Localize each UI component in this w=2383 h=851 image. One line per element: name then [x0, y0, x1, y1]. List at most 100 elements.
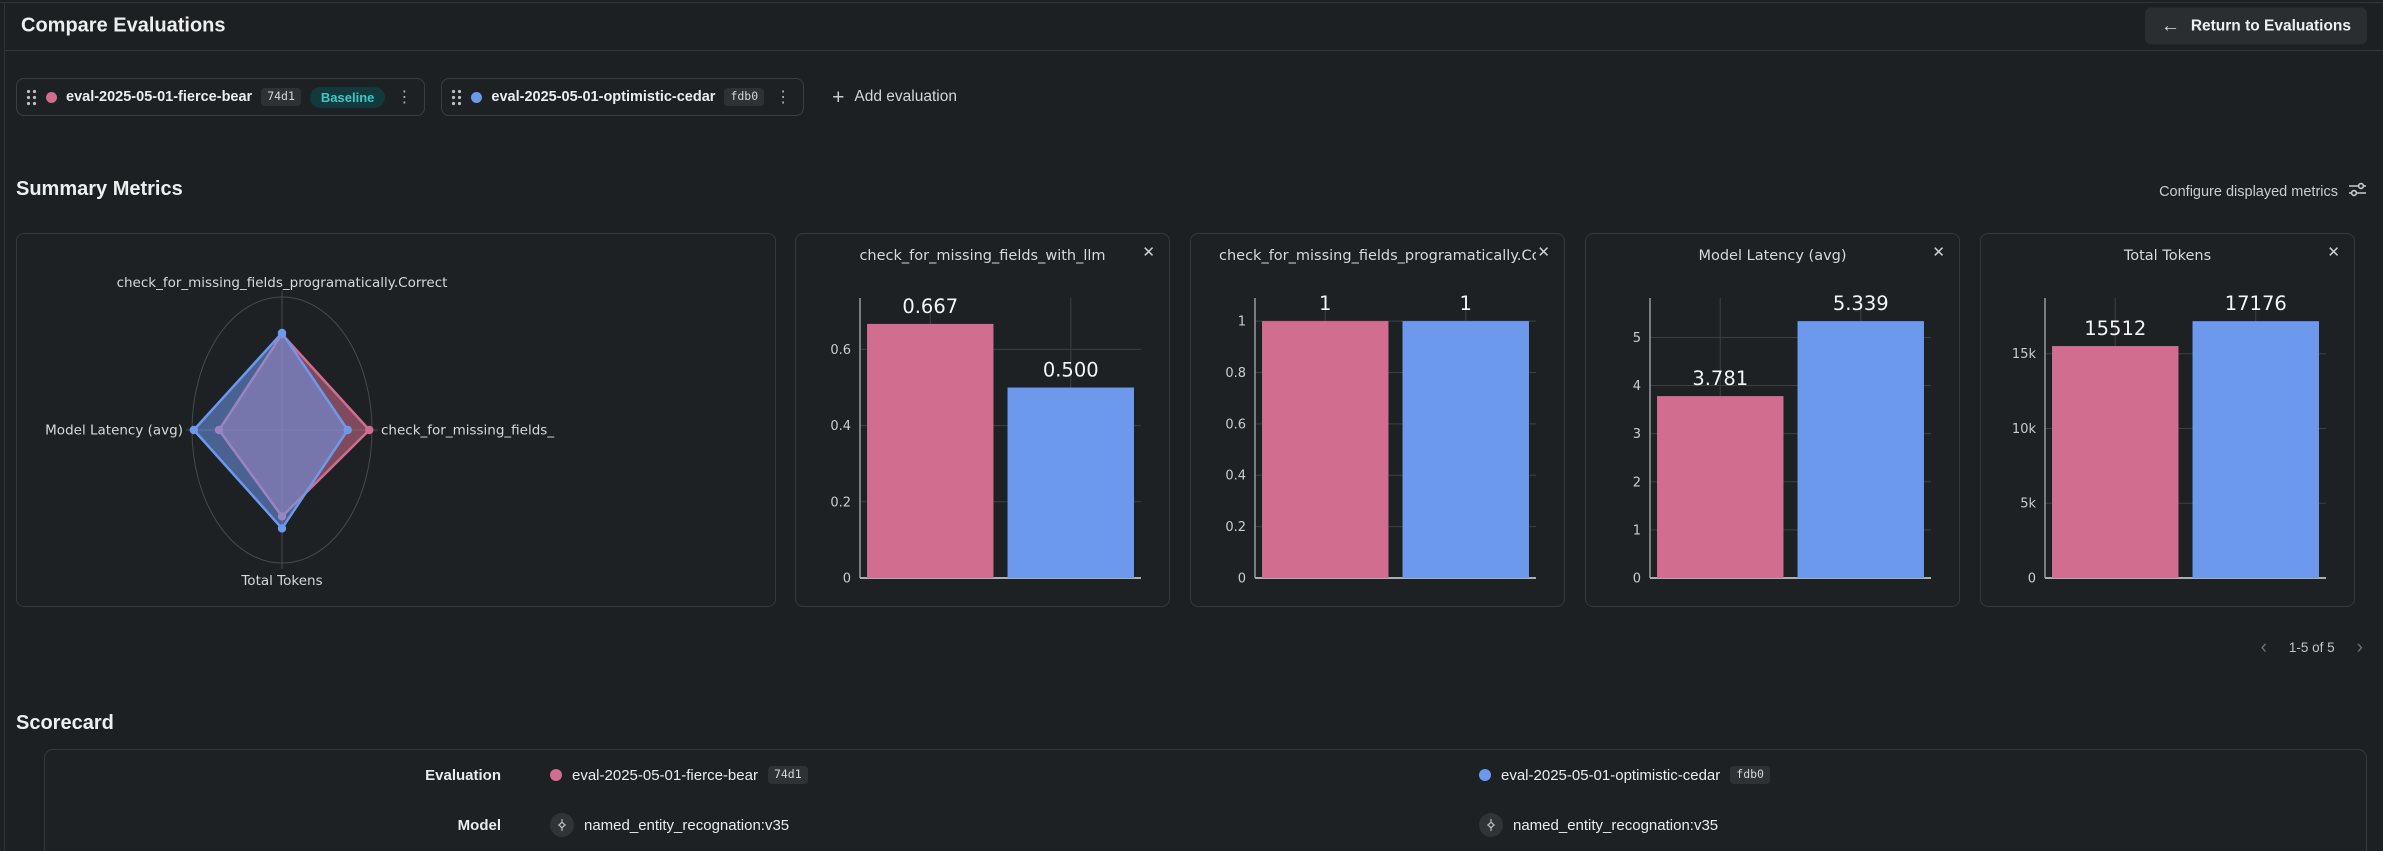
svg-text:0.6: 0.6 [1225, 417, 1246, 432]
evaluation-color-dot [550, 769, 562, 781]
svg-text:0.6: 0.6 [830, 343, 851, 358]
evaluation-color-dot [1479, 769, 1491, 781]
metric-card-check-for-missing-fields-with-llm: ✕ check_for_missing_fields_with_llm 0 0.2… [795, 233, 1170, 607]
svg-text:Model Latency (avg): Model Latency (avg) [45, 423, 183, 439]
model-name[interactable]: named_entity_recognation:v35 [584, 816, 790, 834]
svg-text:1: 1 [1238, 315, 1246, 330]
metric-card-title: check_for_missing_fields_with_llm [859, 248, 1106, 264]
close-icon[interactable]: ✕ [1928, 241, 1949, 264]
return-button-label: Return to Evaluations [2190, 17, 2351, 34]
svg-text:Total Tokens: Total Tokens [240, 573, 322, 589]
configure-metrics-icon [2348, 182, 2367, 201]
svg-text:5.339: 5.339 [1833, 292, 1889, 315]
row-label: Model [457, 816, 501, 834]
svg-text:1: 1 [1633, 523, 1641, 538]
evaluation-chip-baseline[interactable]: eval-2025-05-01-fierce-bear 74d1 Baselin… [16, 78, 426, 116]
svg-text:check_for_missing_fields_progr: check_for_missing_fields_programatically… [117, 275, 448, 291]
svg-text:2: 2 [1633, 475, 1641, 490]
svg-text:0.667: 0.667 [902, 295, 958, 318]
scorecard-model-cell: named_entity_recognation:v35 [550, 813, 789, 837]
svg-text:0.2: 0.2 [1225, 520, 1246, 535]
close-icon[interactable]: ✕ [1138, 241, 1159, 264]
svg-text:0: 0 [843, 572, 851, 587]
radar-chart-card: check_for_missing_fields_programatically… [16, 233, 776, 607]
svg-text:0.2: 0.2 [830, 495, 851, 510]
svg-text:1: 1 [1319, 292, 1331, 315]
svg-text:0: 0 [1633, 572, 1641, 587]
evaluation-name: eval-2025-05-01-optimistic-cedar [1501, 766, 1721, 784]
evaluation-id-badge: fdb0 [724, 88, 765, 106]
evaluation-id-badge: 74d1 [261, 88, 301, 106]
summary-metrics-title: Summary Metrics [16, 178, 183, 200]
drag-handle-icon[interactable] [451, 89, 462, 106]
svg-text:0.500: 0.500 [1043, 359, 1099, 382]
scorecard-evaluation-cell: eval-2025-05-01-fierce-bear 74d1 [550, 766, 808, 784]
svg-text:4: 4 [1633, 379, 1641, 394]
svg-text:3.781: 3.781 [1692, 367, 1748, 390]
summary-metrics-cards: check_for_missing_fields_programatically… [0, 233, 2383, 607]
svg-text:5k: 5k [2020, 497, 2036, 512]
svg-text:0.4: 0.4 [1225, 469, 1246, 484]
svg-text:3: 3 [1633, 427, 1641, 442]
svg-text:0.4: 0.4 [830, 419, 851, 434]
close-icon[interactable]: ✕ [2323, 241, 2344, 264]
metric-card-model-latency: ✕ Model Latency (avg) 0 1 2 3 4 5 3.781 5.339 [1585, 233, 1960, 607]
metric-card-total-tokens: ✕ Total Tokens 0 5k 10k 15k 15512 17176 [1980, 233, 2355, 607]
pagination-label: 1-5 of 5 [2288, 640, 2335, 655]
scorecard-evaluation-cell: eval-2025-05-01-optimistic-cedar fdb0 [1479, 766, 1770, 784]
evaluation-color-dot [46, 91, 57, 103]
evaluation-color-dot [471, 91, 483, 103]
svg-text:15512: 15512 [2084, 317, 2146, 340]
model-icon [1479, 813, 1503, 837]
bar-chart: 0 0.2 0.4 0.6 0.8 1 1 1 [1191, 234, 1564, 606]
drag-handle-icon[interactable] [26, 89, 37, 106]
chevron-right-icon[interactable]: › [2353, 636, 2367, 659]
scorecard-title: Scorecard [16, 712, 114, 734]
svg-text:0.8: 0.8 [1225, 366, 1246, 381]
model-name[interactable]: named_entity_recognation:v35 [1513, 816, 1719, 834]
scorecard-row-model: Model named_entity_recognatio [45, 800, 2366, 850]
svg-text:0: 0 [2028, 572, 2036, 587]
top-divider [0, 2, 2383, 3]
chevron-left-icon[interactable]: ‹ [2257, 636, 2271, 659]
add-evaluation-button[interactable]: + Add evaluation [820, 78, 969, 116]
scorecard-model-cell: named_entity_recognation:v35 [1479, 813, 1718, 837]
configure-metrics-label: Configure displayed metrics [2159, 183, 2338, 200]
page-header: Compare Evaluations ← Return to Evaluati… [5, 2, 2383, 51]
svg-text:17176: 17176 [2225, 292, 2287, 315]
svg-text:check_for_missing_fields_: check_for_missing_fields_ [381, 423, 554, 439]
evaluation-name: eval-2025-05-01-fierce-bear [572, 766, 758, 784]
model-icon [550, 813, 574, 837]
add-evaluation-label: Add evaluation [854, 88, 957, 105]
back-arrow-icon: ← [2160, 15, 2180, 36]
bar-chart: 0 1 2 3 4 5 3.781 5.339 [1586, 234, 1959, 606]
bar-chart: 0 0.2 0.4 0.6 0.667 0.500 [796, 234, 1169, 606]
scorecard-row-evaluation: Evaluation eval-2025-05-01-fierce-bear 7… [45, 750, 2366, 800]
svg-text:10k: 10k [2012, 422, 2037, 437]
row-label: Evaluation [425, 766, 501, 784]
evaluations-bar: eval-2025-05-01-fierce-bear 74d1 Baselin… [16, 78, 969, 116]
evaluation-name: eval-2025-05-01-fierce-bear [66, 89, 253, 105]
svg-text:0: 0 [1238, 572, 1246, 587]
evaluation-chip-compare[interactable]: eval-2025-05-01-optimistic-cedar fdb0 ⋮ [441, 78, 805, 116]
close-icon[interactable]: ✕ [1533, 241, 1554, 264]
bar-chart: 0 5k 10k 15k 15512 17176 [1981, 234, 2354, 606]
evaluation-name: eval-2025-05-01-optimistic-cedar [491, 89, 716, 105]
svg-text:15k: 15k [2012, 347, 2037, 362]
kebab-menu-icon[interactable]: ⋮ [775, 89, 792, 106]
metric-card-title: Model Latency (avg) [1698, 248, 1847, 264]
radar-chart: check_for_missing_fields_programatically… [17, 234, 775, 606]
configure-metrics-button[interactable]: Configure displayed metrics [2159, 182, 2367, 201]
cards-pagination: ‹ 1-5 of 5 › [2257, 636, 2367, 659]
scorecard-panel: Evaluation eval-2025-05-01-fierce-bear 7… [44, 749, 2367, 851]
evaluation-id-badge: fdb0 [1730, 766, 1770, 784]
kebab-menu-icon[interactable]: ⋮ [396, 89, 413, 106]
metric-card-title: check_for_missing_fields_programatically… [1219, 248, 1536, 264]
svg-text:5: 5 [1633, 331, 1641, 346]
baseline-badge: Baseline [309, 86, 386, 108]
metric-card-check-for-missing-fields-programatically: ✕ check_for_missing_fields_programatical… [1190, 233, 1565, 607]
return-to-evaluations-button[interactable]: ← Return to Evaluations [2144, 7, 2367, 45]
metric-card-title: Total Tokens [2123, 248, 2212, 264]
svg-text:1: 1 [1460, 292, 1472, 315]
